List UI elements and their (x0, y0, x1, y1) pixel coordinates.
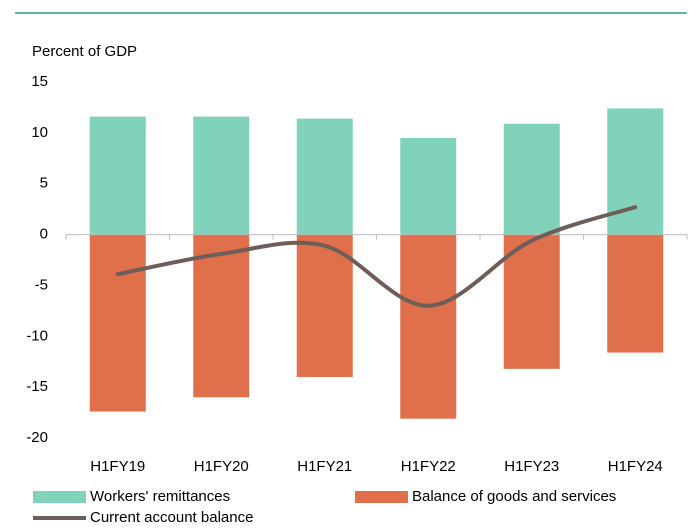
y-tick-label: -10 (26, 327, 48, 344)
x-tick-label: H1FY23 (504, 458, 559, 475)
legend-swatch (355, 491, 408, 503)
x-tick-label: H1FY19 (90, 458, 145, 475)
bar (193, 234, 250, 398)
bar (89, 116, 146, 235)
y-axis-label: Percent of GDP (32, 43, 137, 60)
y-tick-label: 10 (31, 124, 48, 141)
legend-label: Workers' remittances (90, 488, 230, 505)
legend-label: Balance of goods and services (412, 488, 616, 505)
x-tick-label: H1FY20 (194, 458, 249, 475)
x-tick-label: H1FY24 (608, 458, 663, 475)
legend-swatch (33, 491, 86, 503)
x-tick-label: H1FY22 (401, 458, 456, 475)
y-tick-label: -20 (26, 429, 48, 446)
x-tick-label: H1FY21 (297, 458, 352, 475)
bar (296, 118, 353, 235)
y-tick-label: -15 (26, 378, 48, 395)
line (115, 205, 638, 308)
y-tick-label: -5 (35, 276, 48, 293)
bar (89, 234, 146, 412)
bar (503, 234, 560, 369)
bar (296, 234, 353, 377)
bar (400, 234, 457, 419)
bar (193, 116, 250, 235)
bar (607, 234, 664, 353)
bar (607, 108, 664, 235)
y-tick-label: 0 (40, 226, 48, 243)
y-tick-label: 5 (40, 175, 48, 192)
bar (503, 123, 560, 235)
bar (400, 137, 457, 235)
legend-label: Current account balance (90, 509, 253, 526)
y-tick-label: 15 (31, 73, 48, 90)
